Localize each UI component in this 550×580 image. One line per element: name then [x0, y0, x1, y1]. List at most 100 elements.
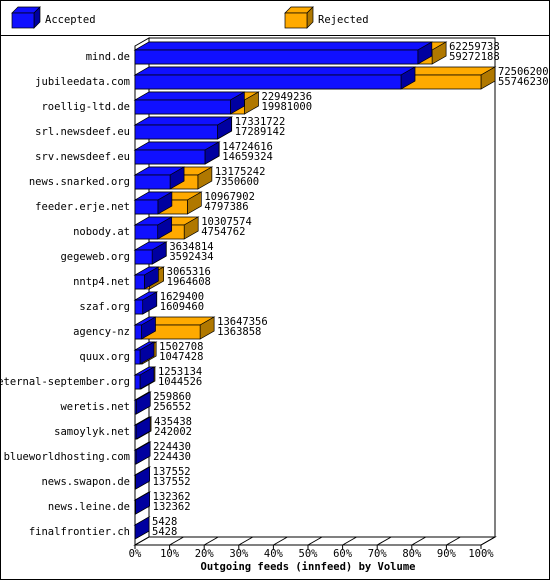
value-label: 59272188	[449, 51, 500, 63]
bar-face	[133, 66, 417, 76]
bar	[133, 341, 156, 365]
x-tick-floor	[480, 536, 496, 546]
bar-face	[133, 91, 246, 101]
y-tick-label: news.snarked.org	[29, 176, 130, 188]
value-label: 62259738	[449, 41, 500, 53]
y-tick-label: agency-nz	[73, 326, 130, 338]
value-label: 10967902	[204, 191, 255, 203]
y-tick-label: nntp4.net	[73, 276, 130, 288]
x-axis-title: Outgoing feeds (innfeed) by Volume	[201, 561, 416, 573]
x-tick-floor	[411, 536, 427, 546]
x-tick-label: 0%	[129, 548, 142, 560]
bar	[133, 191, 174, 215]
value-label: 259860	[153, 391, 191, 403]
y-tick-label: samoylyk.net	[54, 426, 130, 438]
bar	[133, 116, 233, 140]
value-label: 137552	[153, 476, 191, 488]
bar-face	[134, 299, 144, 315]
y-tick-label: finalfrontier.ch	[29, 526, 130, 538]
x-tick-label: 60%	[333, 548, 353, 560]
value-label: 224430	[153, 451, 191, 463]
y-tick-label: news.swapon.de	[41, 476, 130, 488]
value-label: 10307574	[201, 216, 252, 228]
value-label: 5428	[152, 526, 177, 538]
bar-face	[134, 324, 142, 340]
value-label: 4754762	[201, 226, 245, 238]
x-tick-label: 40%	[264, 548, 284, 560]
value-label: 13175242	[215, 166, 266, 178]
bar-face	[134, 474, 137, 490]
x-tick-floor	[273, 536, 288, 546]
value-label: 435438	[154, 416, 192, 428]
value-label: 1964608	[167, 276, 211, 288]
y-tick-label: feeder.erje.net	[35, 201, 130, 213]
bar	[133, 241, 168, 265]
y-tick-label: szaf.org	[79, 301, 130, 313]
x-tick-floor	[342, 536, 357, 546]
bar-face	[134, 74, 402, 90]
value-label: 132362	[153, 491, 191, 503]
value-label: 17331722	[235, 116, 286, 128]
x-tick-floor	[446, 536, 461, 546]
x-tick-label: 80%	[402, 548, 422, 560]
value-label: 3634814	[169, 241, 213, 253]
value-label: 55746230	[498, 76, 549, 88]
value-label: 14659324	[222, 151, 273, 163]
bar-face	[134, 149, 206, 165]
value-label: 5428	[152, 516, 177, 528]
value-label: 13647356	[217, 316, 268, 328]
bar-face	[134, 399, 137, 415]
value-label: 132362	[153, 501, 191, 513]
x-tick-floor	[203, 536, 219, 546]
y-tick-label: gegeweb.org	[60, 251, 130, 263]
y-tick-label: news.leine.de	[48, 501, 130, 513]
y-tick-label: blueworldhosting.com	[4, 451, 130, 463]
value-label: 1253134	[158, 366, 202, 378]
bar-face	[134, 174, 171, 190]
value-label: 256552	[153, 401, 191, 413]
y-tick-label: weretis.net	[60, 401, 130, 413]
bar-face	[134, 49, 419, 65]
legend-label: Rejected	[318, 14, 369, 26]
value-label: 1363858	[217, 326, 261, 338]
value-label: 242002	[154, 426, 192, 438]
x-tick-label: 90%	[437, 548, 457, 560]
bar-face	[134, 124, 218, 140]
value-label: 14724616	[222, 141, 273, 153]
bar	[133, 391, 152, 415]
legend-swatch	[11, 12, 35, 29]
bar	[133, 366, 156, 390]
x-tick-label: 70%	[368, 548, 388, 560]
value-label: 17289142	[235, 126, 286, 138]
x-tick-label: 100%	[468, 548, 494, 560]
legend-label: Accepted	[45, 14, 96, 26]
bar	[133, 491, 151, 515]
bar-face	[134, 449, 137, 465]
bar	[133, 41, 434, 65]
value-label: 3592434	[169, 251, 213, 263]
bar-face	[134, 374, 141, 390]
value-label: 1502708	[159, 341, 203, 353]
value-label: 7350600	[215, 176, 259, 188]
bar	[133, 166, 186, 190]
x-tick-floor	[169, 536, 184, 546]
y-tick-label: eternal-september.org	[0, 376, 130, 388]
value-label: 224430	[153, 441, 191, 453]
x-tick-label: 50%	[299, 548, 319, 560]
bar	[133, 316, 157, 340]
bar-face	[134, 99, 231, 115]
value-label: 22949236	[262, 91, 313, 103]
bar-face	[134, 274, 145, 290]
value-label: 1047428	[159, 351, 203, 363]
x-tick-floor	[134, 536, 150, 546]
value-label: 72506200	[498, 66, 549, 78]
bar-face	[133, 41, 434, 51]
y-tick-label: roellig-ltd.de	[41, 101, 130, 113]
y-tick-label: srl.newsdeef.eu	[35, 126, 130, 138]
x-tick-floor	[238, 536, 254, 546]
bar	[133, 416, 152, 440]
x-tick-floor	[307, 536, 323, 546]
y-tick-label: jubileedata.com	[35, 76, 130, 88]
value-label: 1609460	[160, 301, 204, 313]
y-tick-label: nobody.at	[73, 226, 130, 238]
